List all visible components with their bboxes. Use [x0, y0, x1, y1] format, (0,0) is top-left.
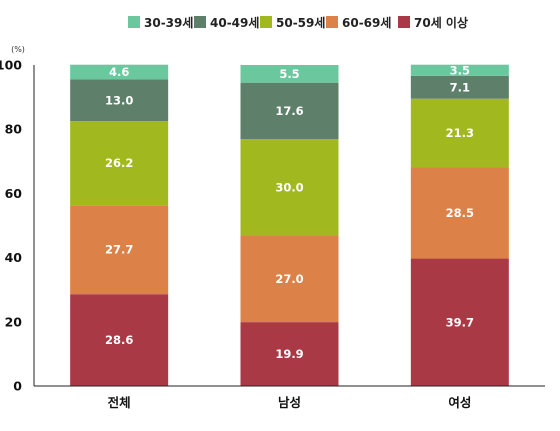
bar-segment: [240, 235, 339, 323]
bar-segment: [240, 65, 339, 83]
legend-swatch: [326, 16, 338, 28]
y-tick-label: 60: [5, 186, 23, 201]
bar-segment: [410, 98, 509, 168]
y-tick-label: 100: [0, 58, 22, 73]
x-tick-label: 남성: [278, 395, 301, 410]
data-label: 3.5: [450, 63, 470, 77]
legend-label: 60-69세: [342, 15, 391, 30]
y-tick-label: 20: [5, 314, 23, 329]
data-label: 19.9: [275, 347, 303, 361]
bar-segment: [70, 205, 169, 295]
data-label: 39.7: [446, 315, 474, 329]
bar-segment: [240, 139, 339, 236]
bars: 28.6 27.7 26.2 13.0 4.6 19.9 27.0 30.0 17.6 5.5 39…: [70, 63, 509, 386]
legend-label: 40-49세: [210, 15, 259, 30]
y-tick-label: 0: [13, 379, 22, 394]
bar-segment: [410, 64, 509, 76]
legend-swatch: [128, 16, 140, 28]
x-tick-label: 전체: [108, 395, 131, 410]
legend: 30-39세 40-49세 50-59세 60-69세 70세 이상: [128, 15, 468, 30]
y-tick-label: 80: [5, 122, 23, 137]
data-label: 17.6: [275, 104, 303, 118]
y-axis: 0 20 40 60 80 100: [0, 58, 22, 394]
legend-label: 50-59세: [276, 15, 325, 30]
data-label: 30.0: [275, 180, 303, 194]
data-label: 28.5: [446, 206, 474, 220]
data-label: 13.0: [105, 93, 133, 107]
data-label: 28.6: [105, 333, 133, 347]
x-tick-label: 여성: [448, 395, 471, 410]
data-label: 27.0: [275, 272, 303, 286]
legend-swatch: [194, 16, 206, 28]
bar-segment: [70, 294, 169, 386]
y-axis-unit-label: (%): [11, 45, 25, 54]
legend-label: 70세 이상: [414, 15, 468, 30]
legend-label: 30-39세: [144, 15, 193, 30]
bar-segment: [410, 75, 509, 99]
data-label: 21.3: [446, 126, 474, 140]
data-label: 4.6: [109, 65, 129, 79]
x-axis: 전체 남성 여성: [108, 395, 472, 410]
bar-segment: [410, 167, 509, 259]
data-label: 5.5: [279, 67, 299, 81]
bar-segment: [70, 64, 169, 80]
bar-segment: [240, 322, 339, 386]
bar-segment: [240, 82, 339, 140]
bar-segment: [70, 121, 169, 206]
bar-segment: [410, 258, 509, 386]
legend-swatch: [260, 16, 272, 28]
data-label: 26.2: [105, 156, 133, 170]
data-label: 27.7: [105, 243, 133, 257]
data-label: 7.1: [450, 80, 470, 94]
legend-swatch: [398, 16, 410, 28]
bar-segment: [70, 79, 169, 122]
y-tick-label: 40: [5, 250, 23, 265]
plot-frame: [33, 65, 545, 387]
